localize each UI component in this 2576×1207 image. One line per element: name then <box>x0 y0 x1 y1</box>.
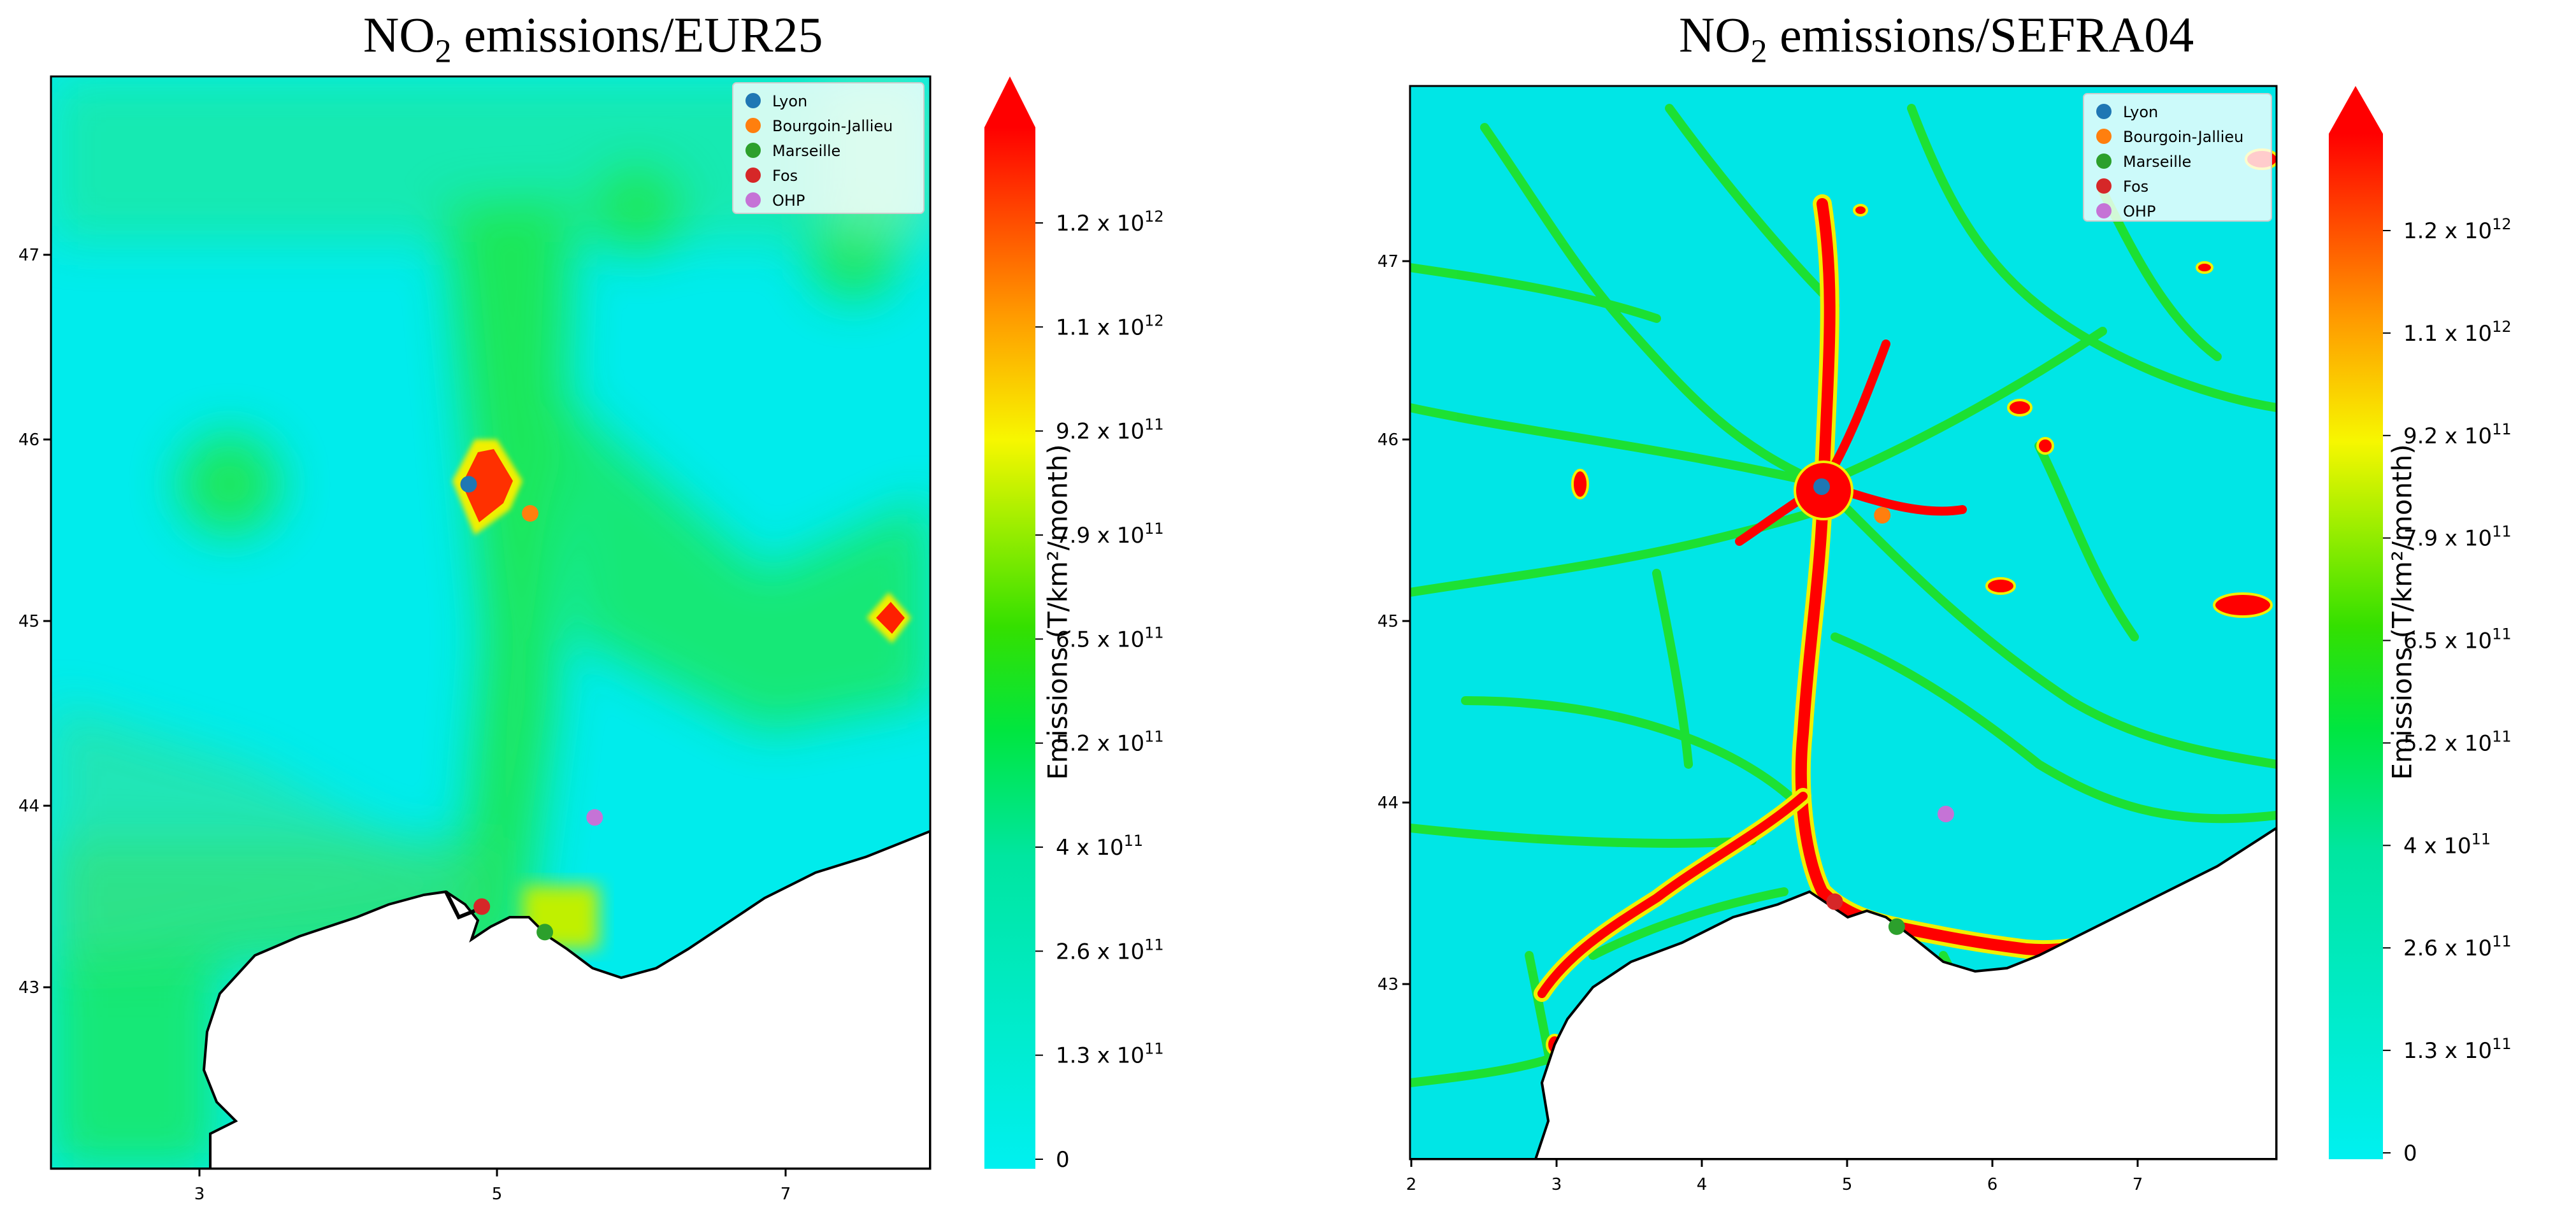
legend-marker <box>745 192 761 208</box>
y-tick-label: 45 <box>1378 612 1399 631</box>
x-tick-label: 6 <box>1987 1175 1998 1194</box>
colorbar-tick-label: 1.3 x 1011 <box>1056 1040 1164 1069</box>
right-sea <box>1410 826 2277 1159</box>
left-colorbar <box>984 76 1035 1169</box>
colorbar-tick-label: 7.9 x 1011 <box>2403 523 2512 552</box>
x-tick-label: 5 <box>1842 1175 1853 1194</box>
y-tick-label: 45 <box>18 612 40 631</box>
x-tick-label: 3 <box>194 1185 205 1204</box>
left-map <box>51 76 930 1169</box>
colorbar-tick-label: 1.2 x 1012 <box>2403 215 2512 244</box>
left-sea <box>51 829 930 1169</box>
colorbar-tick-label: 4 x 1011 <box>1056 832 1143 861</box>
legend: Lyon Bourgoin-Jallieu Marseille Fos OHP <box>2083 93 2272 222</box>
city-marker-lyon <box>460 476 477 493</box>
right-map <box>1410 86 2277 1159</box>
colorbar-tick-label: 4 x 1011 <box>2403 830 2491 859</box>
colorbar-tick-label: 2.6 x 1011 <box>1056 936 1164 964</box>
colorbar-tick-label: 0 <box>2403 1141 2417 1166</box>
legend-marker <box>745 143 761 158</box>
city-marker-bourgoin-jallieu <box>522 505 539 522</box>
y-tick-label: 46 <box>18 431 40 450</box>
y-tick-label: 46 <box>1378 431 1399 450</box>
colorbar-tick-label: 1.3 x 1011 <box>2403 1035 2512 1064</box>
legend-label: Marseille <box>2123 153 2191 171</box>
x-tick-label: 5 <box>492 1185 503 1204</box>
panel-0-annotations: 3 5 7 47 46 45 44 43 Lyon Bourgoin-Jallieu Marseil… <box>18 82 1164 1204</box>
x-tick-label: 3 <box>1551 1175 1562 1194</box>
left-hotspots <box>452 439 911 949</box>
colorbar-tick-label: 5.2 x 1011 <box>2403 727 2512 756</box>
colorbar-tick-label: 0 <box>1056 1147 1070 1173</box>
legend-marker <box>2096 129 2112 144</box>
legend-label: OHP <box>772 192 805 210</box>
city-marker-ohp <box>586 809 603 826</box>
legend-marker <box>745 93 761 108</box>
y-tick-label: 47 <box>18 246 40 265</box>
legend-marker <box>2096 154 2112 169</box>
x-tick-label: 7 <box>2133 1175 2143 1194</box>
colorbar-tick-label: 9.2 x 1011 <box>1056 416 1164 445</box>
legend-marker <box>745 118 761 133</box>
legend-label: Marseille <box>772 142 840 160</box>
city-marker-marseille <box>536 924 554 941</box>
legend-marker <box>2096 203 2112 218</box>
y-tick-label: 44 <box>18 797 40 816</box>
legend-label: Fos <box>772 167 798 185</box>
panel-1-annotations: 2 3 4 5 6 74746454443LyonBourgoin-JallieuMars… <box>1378 93 2512 1194</box>
colorbar-tick-label: 1.1 x 1012 <box>1056 311 1164 340</box>
y-tick-label: 47 <box>1378 252 1399 271</box>
colorbar-tick-label: 6.5 x 1011 <box>1056 624 1164 652</box>
left-panel-title: NO2 emissions/EUR25 <box>363 7 823 70</box>
legend-marker <box>2096 178 2112 194</box>
right-plot-frame <box>1409 85 2278 1161</box>
colorbar-tick-label: 1.1 x 1012 <box>2403 318 2512 346</box>
legend-marker <box>745 168 761 183</box>
legend-label: OHP <box>2123 203 2155 220</box>
legend-label: Bourgoin-Jallieu <box>772 117 893 135</box>
legend-label: Lyon <box>2123 103 2158 121</box>
legend-label: Bourgoin-Jallieu <box>2123 128 2243 146</box>
x-tick-label: 4 <box>1697 1175 1708 1194</box>
y-tick-label: 44 <box>1378 794 1399 813</box>
city-marker-fos <box>1826 893 1843 910</box>
colorbar-tick-label: 7.9 x 1011 <box>1056 520 1164 548</box>
legend: Lyon Bourgoin-Jallieu Marseille Fos OHP <box>732 82 925 214</box>
x-tick-label: 2 <box>1406 1175 1417 1194</box>
city-marker-fos <box>473 898 491 915</box>
legend-label: Fos <box>2123 178 2148 196</box>
right-panel-title: NO2 emissions/SEFRA04 <box>1679 7 2194 70</box>
left-plot-frame <box>50 75 932 1170</box>
city-marker-lyon <box>1813 478 1830 496</box>
colorbar-tick-label: 9.2 x 1011 <box>2403 420 2512 449</box>
legend-marker <box>2096 104 2112 119</box>
colorbar-tick-label: 6.5 x 1011 <box>2403 625 2512 654</box>
legend-label: Lyon <box>772 92 807 110</box>
y-tick-label: 43 <box>18 978 40 997</box>
city-marker-bourgoin-jallieu <box>1874 507 1891 524</box>
colorbar-tick-label: 5.2 x 1011 <box>1056 728 1164 757</box>
x-tick-label: 7 <box>781 1185 791 1204</box>
y-tick-label: 43 <box>1378 975 1399 994</box>
city-marker-ohp <box>1937 805 1954 822</box>
right-major-corridors <box>1534 194 2240 1002</box>
colorbar-tick-label: 2.6 x 1011 <box>2403 932 2512 961</box>
city-marker-marseille <box>1888 918 1905 935</box>
colorbar-tick-label: 1.2 x 1012 <box>1056 208 1164 236</box>
right-colorbar <box>2329 86 2383 1159</box>
